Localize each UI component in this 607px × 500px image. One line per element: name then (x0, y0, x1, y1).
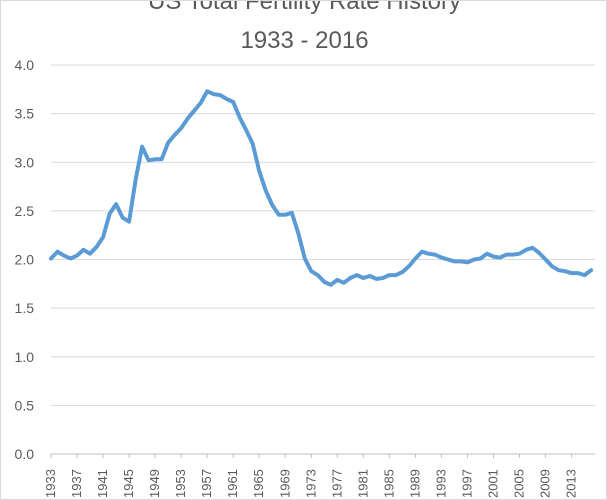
y-tick-label: 1.5 (15, 300, 35, 316)
y-tick-label: 1.0 (15, 349, 35, 365)
series-line-fertility-rate (49, 89, 594, 287)
y-axis: 0.0 0.5 1.0 1.5 2.0 2.5 3.0 3.5 4.0 (15, 57, 35, 462)
y-tick-label: 0.0 (15, 446, 35, 462)
x-tick-label: 1937 (69, 469, 84, 498)
y-tick-label: 2.0 (15, 252, 35, 268)
x-tick-label: 1965 (251, 469, 266, 498)
gridlines (51, 64, 595, 455)
y-tick-label: 3.0 (15, 154, 35, 170)
x-tick-label: 2005 (512, 469, 527, 498)
series-layer (49, 89, 594, 287)
x-tick-label: 1993 (433, 469, 448, 498)
chart-subtitle: 1933 - 2016 (240, 27, 369, 54)
x-tick-label: 1989 (407, 469, 422, 498)
chart-title: US Total Fertility Rate History (148, 0, 461, 15)
x-tick-label: 1945 (121, 469, 136, 498)
x-tick-label: 1961 (225, 469, 240, 498)
x-tick-label: 1957 (199, 469, 214, 498)
x-tick-label: 2013 (564, 469, 579, 498)
x-tick-label: 1953 (173, 469, 188, 498)
x-tick-label: 1933 (43, 469, 58, 498)
y-tick-label: 2.5 (15, 203, 35, 219)
y-tick-label: 4.0 (15, 57, 35, 73)
x-tick-label: 1997 (459, 469, 474, 498)
x-tick-label: 1985 (381, 469, 396, 498)
x-tick-label: 1977 (329, 469, 344, 498)
x-tick-label: 1949 (147, 469, 162, 498)
x-tick-label: 1969 (277, 469, 292, 498)
x-tick-label: 2001 (485, 469, 500, 498)
y-tick-label: 3.5 (15, 106, 35, 122)
x-tick-label: 1973 (303, 469, 318, 498)
x-tick-label: 1981 (355, 469, 370, 498)
x-tick-label: 2009 (538, 469, 553, 498)
x-tick-label: 1941 (95, 469, 110, 498)
y-tick-label: 0.5 (15, 397, 35, 413)
x-axis: 1933 1937 1941 1945 1949 1953 1957 1961 1965 1969… (43, 454, 579, 498)
